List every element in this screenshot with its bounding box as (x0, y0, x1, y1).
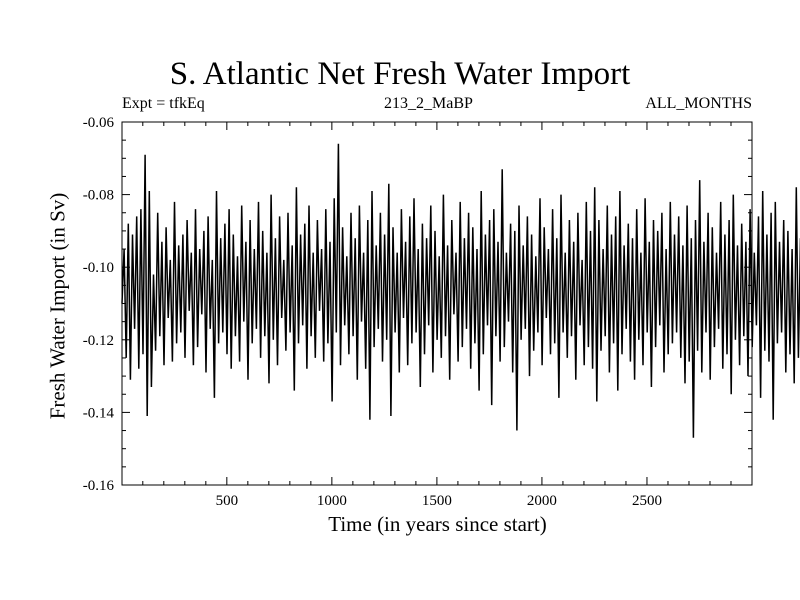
y-tick-label: -0.12 (83, 333, 114, 349)
run-id-label: 213_2_MaBP (384, 95, 473, 112)
y-tick-label: -0.16 (83, 478, 115, 494)
x-axis-label: Time (in years since start) (328, 512, 547, 536)
y-tick-label: -0.14 (83, 405, 115, 421)
x-tick-label: 2000 (527, 493, 557, 509)
x-tick-label: 500 (216, 493, 239, 509)
y-tick-label: -0.10 (83, 260, 114, 276)
x-tick-label: 1000 (317, 493, 347, 509)
chart-title: S. Atlantic Net Fresh Water Import (169, 56, 631, 92)
period-label: ALL_MONTHS (645, 95, 752, 112)
x-tick-label: 2500 (632, 493, 662, 509)
y-axis-label: Fresh Water Import (in Sv) (45, 192, 70, 420)
experiment-label: Expt = tfkEq (122, 95, 205, 112)
series-line (121, 143, 800, 438)
y-tick-label: -0.06 (83, 115, 115, 131)
y-tick-label: -0.08 (83, 188, 114, 204)
x-tick-label: 1500 (422, 493, 452, 509)
